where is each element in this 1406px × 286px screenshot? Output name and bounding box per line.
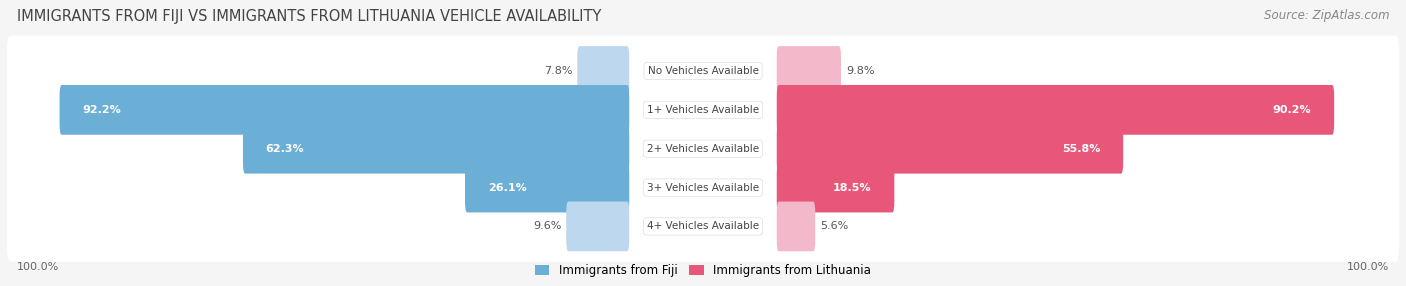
FancyBboxPatch shape bbox=[59, 85, 630, 135]
Text: IMMIGRANTS FROM FIJI VS IMMIGRANTS FROM LITHUANIA VEHICLE AVAILABILITY: IMMIGRANTS FROM FIJI VS IMMIGRANTS FROM … bbox=[17, 9, 602, 23]
Text: 62.3%: 62.3% bbox=[266, 144, 304, 154]
FancyBboxPatch shape bbox=[7, 36, 1399, 106]
Text: No Vehicles Available: No Vehicles Available bbox=[648, 66, 758, 76]
FancyBboxPatch shape bbox=[7, 191, 1399, 262]
FancyBboxPatch shape bbox=[776, 202, 815, 251]
Text: 100.0%: 100.0% bbox=[17, 262, 59, 272]
Text: 18.5%: 18.5% bbox=[834, 182, 872, 192]
Text: 9.8%: 9.8% bbox=[846, 66, 875, 76]
Text: 55.8%: 55.8% bbox=[1062, 144, 1101, 154]
Text: Source: ZipAtlas.com: Source: ZipAtlas.com bbox=[1264, 9, 1389, 21]
Text: 5.6%: 5.6% bbox=[820, 221, 848, 231]
Text: 9.6%: 9.6% bbox=[533, 221, 561, 231]
FancyBboxPatch shape bbox=[567, 202, 630, 251]
FancyBboxPatch shape bbox=[578, 46, 630, 96]
Text: 2+ Vehicles Available: 2+ Vehicles Available bbox=[647, 144, 759, 154]
FancyBboxPatch shape bbox=[465, 163, 630, 212]
Text: 100.0%: 100.0% bbox=[1347, 262, 1389, 272]
FancyBboxPatch shape bbox=[776, 85, 1334, 135]
FancyBboxPatch shape bbox=[776, 124, 1123, 174]
FancyBboxPatch shape bbox=[776, 163, 894, 212]
Text: 1+ Vehicles Available: 1+ Vehicles Available bbox=[647, 105, 759, 115]
Text: 26.1%: 26.1% bbox=[488, 182, 526, 192]
FancyBboxPatch shape bbox=[243, 124, 630, 174]
FancyBboxPatch shape bbox=[7, 75, 1399, 145]
FancyBboxPatch shape bbox=[776, 46, 841, 96]
Text: 92.2%: 92.2% bbox=[83, 105, 121, 115]
Legend: Immigrants from Fiji, Immigrants from Lithuania: Immigrants from Fiji, Immigrants from Li… bbox=[536, 264, 870, 277]
Text: 90.2%: 90.2% bbox=[1272, 105, 1312, 115]
FancyBboxPatch shape bbox=[7, 152, 1399, 223]
Text: 4+ Vehicles Available: 4+ Vehicles Available bbox=[647, 221, 759, 231]
Text: 3+ Vehicles Available: 3+ Vehicles Available bbox=[647, 182, 759, 192]
Text: 7.8%: 7.8% bbox=[544, 66, 572, 76]
FancyBboxPatch shape bbox=[7, 113, 1399, 184]
